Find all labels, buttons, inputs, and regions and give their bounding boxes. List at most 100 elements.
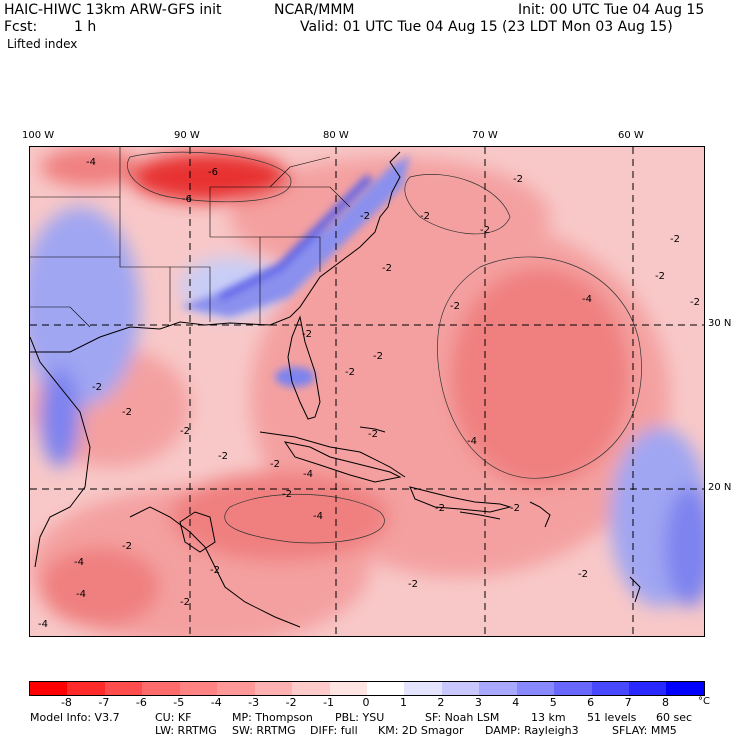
- surface-scheme: SF: Noah LSM: [425, 711, 500, 724]
- model-info: Model Info: V3.7: [30, 711, 120, 724]
- colorbar-segment: [479, 682, 517, 695]
- contour-label: -2: [180, 597, 190, 608]
- contour-label: -4: [313, 511, 323, 522]
- contour-label: -2: [382, 263, 392, 274]
- contour-label: -2: [122, 407, 132, 418]
- colorbar-tick-label: 8: [662, 696, 670, 709]
- contour-label: -2: [373, 351, 383, 362]
- valid-time: Valid: 01 UTC Tue 04 Aug 15 (23 LDT Mon …: [300, 19, 673, 35]
- state-borders: [30, 147, 351, 328]
- contour-label: -4: [582, 294, 592, 305]
- colorbar-segment: [104, 682, 143, 695]
- levels: 51 levels: [587, 711, 637, 724]
- init-time: Init: 00 UTC Tue 04 Aug 15: [518, 2, 705, 18]
- colorbar-segment: [179, 682, 218, 695]
- lon-label-60w: 60 W: [618, 130, 644, 141]
- contour-label: -2: [510, 503, 520, 514]
- pbl-scheme: PBL: YSU: [335, 711, 385, 724]
- damping: DAMP: Rayleigh3: [485, 724, 579, 737]
- colorbar-tick-label: -7: [98, 696, 110, 709]
- timestep: 60 sec: [656, 711, 693, 724]
- lat-label-20n: 20 N: [708, 482, 732, 493]
- forecast-hour: 1 h: [74, 19, 97, 35]
- colorbar-tick-label: 1: [399, 696, 407, 709]
- lon-label-100w: 100 W: [22, 130, 55, 141]
- contour-label: -4: [76, 589, 86, 600]
- colorbar-tick-label: -5: [173, 696, 185, 709]
- colorbar-segment: [67, 682, 105, 695]
- lat-lon-grid: [30, 147, 704, 636]
- contour-label: -4: [38, 619, 48, 630]
- contour-label: -2: [180, 426, 190, 437]
- contour-label: -2: [670, 234, 680, 245]
- colorbar-segment: [292, 682, 330, 695]
- contour-label: -2: [655, 271, 665, 282]
- colorbar-tick-label: 5: [549, 696, 557, 709]
- lon-label-80w: 80 W: [323, 130, 349, 141]
- contour-label: -2: [218, 451, 228, 462]
- diffusion: DIFF: full: [310, 724, 358, 737]
- contour-label: -2: [513, 174, 523, 185]
- colorbar-segment: [441, 682, 480, 695]
- colorbar-unit: °C: [698, 696, 710, 707]
- colorbar-tick-label: -6: [135, 696, 147, 709]
- contour-label: -4: [74, 557, 84, 568]
- contour-label: -2: [282, 489, 292, 500]
- contour-label: -2: [450, 301, 460, 312]
- contour-label: -2: [480, 225, 490, 236]
- contour-label: -6: [208, 167, 218, 178]
- field-name: Lifted index: [7, 37, 78, 51]
- cumulus-scheme: CU: KF: [155, 711, 192, 724]
- colorbar: [29, 681, 705, 696]
- convective-streak: [180, 155, 410, 387]
- contour-label: -2: [210, 565, 220, 576]
- eddy-coefficient: KM: 2D Smagor: [378, 724, 464, 737]
- colorbar-segment: [142, 682, 180, 695]
- contour-label: -4: [467, 436, 477, 447]
- colorbar-tick-label: 2: [437, 696, 445, 709]
- shortwave-scheme: SW: RRTMG: [232, 724, 296, 737]
- colorbar-tick-label: -8: [60, 696, 72, 709]
- contours: [127, 151, 642, 544]
- contour-label: -2: [690, 297, 700, 308]
- lat-label-30n: 30 N: [708, 318, 732, 329]
- contour-label: -2: [360, 211, 370, 222]
- resolution: 13 km: [531, 711, 566, 724]
- colorbar-segment: [366, 682, 405, 695]
- contour-label: -2: [122, 541, 132, 552]
- colorbar-segment: [30, 682, 68, 695]
- contour-label-group: -4 -6 -6 -2 -2 -2 -2 -2 -2 -2 -2 -2 -2 -…: [38, 157, 700, 630]
- model-title: HAIC-HIWC 13km ARW-GFS init: [4, 2, 222, 18]
- contour-label: -2: [578, 569, 588, 580]
- colorbar-tick-label: -1: [323, 696, 335, 709]
- colorbar-segment: [629, 682, 667, 695]
- colorbar-segment: [404, 682, 442, 695]
- colorbar-segment: [666, 682, 704, 695]
- contour-label: -2: [270, 459, 280, 470]
- organization-label: NCAR/MMM: [274, 2, 355, 18]
- contour-label: -2: [435, 503, 445, 514]
- contour-label: -2: [408, 579, 418, 590]
- surface-layer: SFLAY: MM5: [612, 724, 677, 737]
- contour-label: -2: [302, 329, 312, 340]
- contour-label: -2: [92, 382, 102, 393]
- coastlines: [30, 151, 641, 628]
- contour-label: -4: [86, 157, 96, 168]
- contour-label: -2: [345, 367, 355, 378]
- colorbar-segment: [329, 682, 367, 695]
- forecast-label: Fcst:: [4, 19, 38, 35]
- colorbar-segment: [254, 682, 293, 695]
- colorbar-segment: [554, 682, 592, 695]
- colorbar-tick-label: 6: [587, 696, 595, 709]
- lon-label-90w: 90 W: [174, 130, 200, 141]
- lifted-index-map: -4 -6 -6 -2 -2 -2 -2 -2 -2 -2 -2 -2 -2 -…: [29, 146, 705, 637]
- colorbar-tick-label: 0: [362, 696, 370, 709]
- colorbar-segment: [591, 682, 629, 695]
- colorbar-tick-label: -4: [210, 696, 222, 709]
- colorbar-tick-label: 4: [512, 696, 520, 709]
- contour-label: -4: [303, 469, 313, 480]
- lon-label-70w: 70 W: [472, 130, 498, 141]
- longwave-scheme: LW: RRTMG: [155, 724, 217, 737]
- colorbar-tick-label: 7: [624, 696, 632, 709]
- colorbar-segment: [516, 682, 555, 695]
